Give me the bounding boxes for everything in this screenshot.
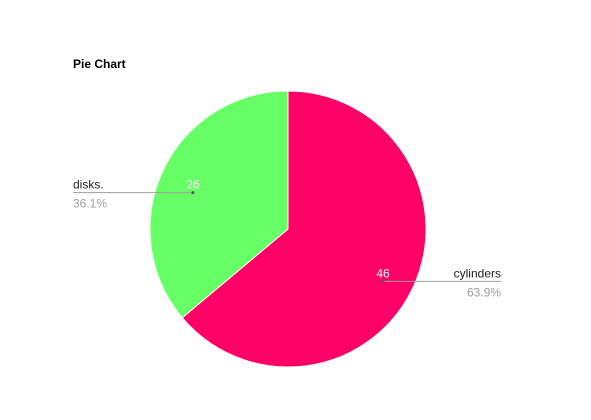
slice-external-labels: cylinders 63.9% disks. 36.1%	[73, 178, 501, 299]
leader-dot-disks	[191, 191, 195, 195]
pie-slices	[149, 90, 427, 368]
slice-label-disks: disks.	[73, 178, 104, 192]
pie-slice-cylinders[interactable]	[181, 90, 427, 368]
slice-value-disks: 26	[186, 178, 200, 192]
chart-title: Pie Chart	[73, 57, 126, 71]
slice-percent-cylinders: 63.9%	[467, 285, 501, 299]
slice-label-cylinders: cylinders	[454, 266, 501, 280]
pie-slice-disks[interactable]	[149, 90, 289, 319]
slice-percent-disks: 36.1%	[73, 197, 107, 211]
slice-value-cylinders: 46	[376, 266, 390, 280]
slice-value-labels: 46 26	[186, 178, 390, 281]
leader-dot-cylinders	[381, 279, 385, 283]
